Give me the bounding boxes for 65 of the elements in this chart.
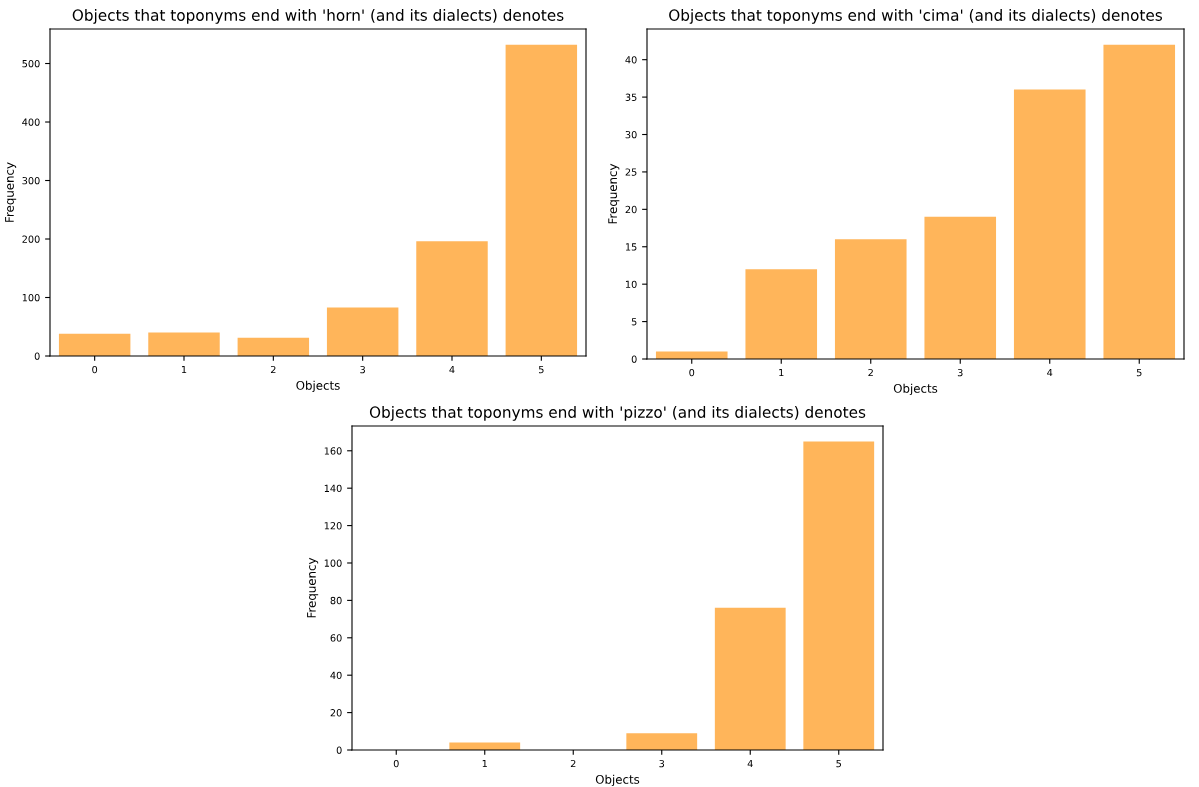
y-tick-label: 120 bbox=[324, 522, 342, 530]
y-axis-title: Frequency bbox=[608, 163, 620, 224]
x-tick-label: 1 bbox=[779, 369, 784, 377]
x-tick-label: 1 bbox=[482, 760, 487, 768]
x-tick-label: 3 bbox=[360, 365, 365, 374]
x-axis-title: Objects bbox=[893, 383, 938, 396]
x-tick-label: 5 bbox=[1136, 369, 1142, 377]
x-tick-label: 2 bbox=[570, 759, 576, 768]
y-tick-label: 15 bbox=[625, 243, 637, 251]
bar bbox=[326, 307, 399, 356]
x-axis-title: Objects bbox=[595, 774, 640, 787]
y-tick-label: 35 bbox=[625, 93, 637, 101]
y-tick-label: 100 bbox=[324, 559, 342, 567]
y-tick-label: 80 bbox=[330, 596, 342, 605]
bar bbox=[714, 607, 786, 750]
y-tick-label: 0 bbox=[336, 746, 342, 754]
y-tick-label: 25 bbox=[625, 168, 637, 176]
y-tick-label: 500 bbox=[22, 59, 40, 68]
bar bbox=[1013, 89, 1086, 359]
chart-title: Objects that toponyms end with 'horn' (and its dialects) denotes bbox=[72, 9, 564, 24]
y-tick-label: 60 bbox=[330, 634, 342, 642]
x-tick-label: 2 bbox=[270, 365, 276, 374]
y-tick-label: 160 bbox=[324, 447, 342, 455]
y-axis-title: Frequency bbox=[307, 557, 319, 618]
x-tick-label: 3 bbox=[957, 368, 963, 377]
bar bbox=[834, 239, 907, 359]
y-tick-label: 140 bbox=[324, 484, 342, 493]
bar bbox=[148, 332, 220, 356]
x-tick-label: 4 bbox=[1047, 369, 1053, 377]
x-axis-title: Objects bbox=[296, 380, 340, 393]
x-tick-label: 4 bbox=[747, 760, 753, 768]
bar bbox=[1103, 44, 1176, 359]
y-tick-label: 40 bbox=[625, 56, 637, 64]
x-tick-label: 5 bbox=[538, 366, 544, 374]
y-tick-label: 0 bbox=[34, 352, 40, 360]
y-tick-label: 300 bbox=[22, 176, 40, 185]
bar bbox=[58, 333, 131, 356]
y-tick-label: 30 bbox=[625, 130, 637, 139]
x-tick-label: 2 bbox=[868, 368, 873, 377]
x-tick-label: 3 bbox=[659, 759, 665, 768]
x-tick-label: 4 bbox=[449, 366, 455, 374]
y-tick-label: 10 bbox=[625, 280, 637, 288]
x-tick-label: 1 bbox=[181, 366, 187, 374]
x-tick-label: 0 bbox=[393, 759, 399, 768]
x-tick-label: 0 bbox=[689, 368, 695, 377]
y-tick-label: 200 bbox=[22, 235, 40, 243]
bar bbox=[505, 44, 578, 356]
chart-title: Objects that toponyms end with 'pizzo' (and its dialects) denotes bbox=[369, 406, 866, 421]
y-tick-label: 20 bbox=[625, 205, 637, 214]
x-tick-label: 0 bbox=[92, 365, 98, 374]
y-tick-label: 40 bbox=[330, 671, 342, 680]
bar bbox=[803, 441, 875, 750]
bar bbox=[924, 216, 997, 359]
chart-title: Objects that toponyms end with 'cima' (and its dialects) denotes bbox=[669, 9, 1163, 24]
bar bbox=[626, 733, 698, 750]
y-tick-label: 5 bbox=[631, 318, 637, 326]
x-tick-label: 5 bbox=[836, 760, 841, 768]
bar bbox=[745, 269, 818, 359]
bar bbox=[237, 337, 310, 356]
y-tick-label: 20 bbox=[330, 709, 342, 717]
y-tick-label: 0 bbox=[631, 355, 637, 363]
y-tick-label: 400 bbox=[22, 118, 40, 126]
y-tick-label: 100 bbox=[22, 293, 40, 302]
y-axis-title: Frequency bbox=[5, 162, 17, 222]
bar bbox=[416, 241, 488, 356]
